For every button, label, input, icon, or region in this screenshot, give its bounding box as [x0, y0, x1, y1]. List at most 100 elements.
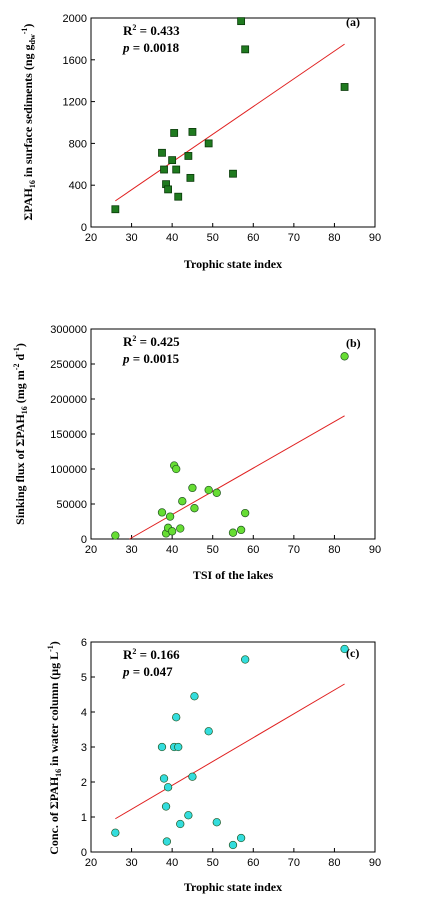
data-point-c-7: [172, 713, 181, 722]
data-point-c-10: [184, 811, 193, 820]
data-point-c-2: [159, 774, 169, 783]
x-tick-label-c-3: 50: [207, 857, 219, 869]
y-tick-label-c-2: 2: [81, 777, 87, 789]
panel-label-b: (b): [346, 336, 361, 350]
data-point-b-11: [190, 504, 199, 513]
x-tick-label-c-4: 60: [247, 857, 259, 869]
data-point-b-17: [340, 352, 349, 361]
x-tick-label-c-2: 40: [166, 857, 178, 869]
y-tick-label-b-1: 50000: [56, 499, 87, 511]
regression-line-c: [115, 683, 345, 820]
y-tick-label-a-4: 1600: [63, 55, 87, 67]
data-point-a-4: [164, 185, 172, 194]
data-point-a-14: [237, 17, 246, 26]
data-point-c-15: [228, 840, 238, 850]
y-tick-label-c-5: 5: [81, 672, 87, 684]
data-point-b-0: [111, 531, 120, 540]
data-point-a-15: [241, 45, 250, 54]
x-tick-label-a-1: 30: [125, 232, 137, 244]
y-axis-label-c: Conc. of ΣPAH16 in water column (μg L-1): [46, 641, 63, 855]
x-axis-label-a: Trophic state index: [184, 257, 282, 271]
y-tick-label-c-0: 0: [81, 847, 87, 859]
x-tick-label-b-4: 60: [247, 544, 259, 556]
x-tick-label-b-3: 50: [207, 544, 219, 556]
x-tick-label-c-5: 70: [288, 857, 300, 869]
y-tick-label-a-1: 400: [69, 180, 87, 192]
y-tick-label-a-0: 0: [81, 222, 87, 234]
data-points-b: [111, 352, 349, 540]
data-point-a-1: [158, 148, 166, 157]
data-point-a-7: [172, 165, 181, 174]
x-tick-label-a-3: 50: [207, 232, 219, 244]
data-point-a-6: [170, 129, 179, 137]
y-tick-label-b-6: 300000: [50, 324, 87, 336]
x-tick-label-a-4: 60: [247, 232, 259, 244]
data-point-b-14: [228, 528, 238, 537]
axis-ticks-a: 20 30 40 50 60 70 80 90 0 400 800 1200 1600 2000: [63, 13, 382, 244]
data-points-a: [111, 17, 349, 214]
r2-text-a: R2 = 0.433: [123, 23, 180, 38]
data-point-a-11: [188, 128, 197, 136]
data-point-c-13: [204, 727, 213, 736]
data-point-b-1: [157, 508, 167, 517]
panel-a: 20 30 40 50 60 70 80 90 0 400 800 1200 1600 2000 R2 =…: [20, 13, 381, 271]
r2-text-c: R2 = 0.166: [123, 647, 180, 662]
data-point-c-5: [163, 783, 173, 792]
x-tick-label-b-7: 90: [369, 544, 381, 556]
y-tick-label-b-3: 150000: [50, 429, 87, 441]
y-axis-label-a: ΣPAH16 in surface sediments (ng gdw-1): [20, 24, 37, 221]
y-tick-label-c-1: 1: [81, 812, 87, 824]
r2-text-b: R2 = 0.425: [123, 334, 180, 349]
data-point-b-12: [204, 485, 213, 495]
x-tick-label-a-7: 90: [369, 232, 381, 244]
y-tick-label-a-3: 1200: [63, 97, 87, 109]
x-tick-label-b-0: 20: [85, 544, 97, 556]
data-point-b-15: [236, 525, 246, 535]
x-tick-label-b-1: 30: [125, 544, 137, 556]
p-text-c: p = 0.047: [122, 664, 173, 679]
data-point-c-12: [190, 692, 199, 701]
x-tick-label-c-1: 30: [125, 857, 137, 869]
fit-line-a: [115, 43, 345, 202]
panel-label-c: (c): [346, 646, 359, 660]
data-point-a-12: [204, 139, 213, 148]
y-tick-label-c-4: 4: [81, 707, 87, 719]
y-tick-label-b-0: 0: [81, 534, 87, 546]
x-tick-label-b-2: 40: [166, 544, 178, 556]
data-point-a-5: [168, 156, 177, 165]
fit-line-b: [129, 415, 345, 540]
panel-c: 20 30 40 50 60 70 80 90 0 1 2 3 4 5 6 R2 = 0.166 p = 0…: [46, 637, 381, 894]
x-tick-label-b-5: 70: [288, 544, 300, 556]
data-point-b-5: [167, 527, 177, 536]
y-tick-label-a-5: 2000: [63, 13, 87, 25]
data-point-b-8: [176, 524, 185, 533]
x-tick-label-a-0: 20: [85, 232, 97, 244]
data-point-a-8: [174, 192, 183, 201]
data-point-c-4: [162, 837, 172, 846]
x-tick-label-c-0: 20: [85, 857, 97, 869]
data-point-c-8: [174, 742, 183, 752]
data-point-c-0: [111, 828, 120, 837]
x-axis-label-b: TSI of the lakes: [193, 568, 274, 582]
panel-b: 20 30 40 50 60 70 80 90 0 50000 100000 150000 200000…: [12, 324, 381, 582]
data-point-c-18: [340, 644, 349, 654]
data-point-c-17: [241, 655, 250, 664]
p-text-a: p = 0.0018: [122, 40, 180, 55]
data-point-c-9: [176, 819, 185, 829]
data-point-b-4: [165, 512, 175, 521]
data-points-c: [111, 644, 349, 850]
fit-line-c: [115, 683, 345, 820]
x-tick-label-c-7: 90: [369, 857, 381, 869]
data-point-b-10: [188, 483, 197, 493]
x-axis-label-c: Trophic state index: [184, 880, 282, 894]
y-tick-label-b-2: 100000: [50, 464, 87, 476]
x-tick-label-b-6: 80: [328, 544, 340, 556]
x-tick-label-a-5: 70: [288, 232, 300, 244]
y-tick-label-a-2: 800: [69, 138, 87, 150]
y-tick-label-b-4: 200000: [50, 394, 87, 406]
data-point-a-0: [111, 205, 120, 214]
y-tick-label-c-3: 3: [81, 742, 87, 754]
data-point-a-2: [160, 165, 168, 174]
data-point-a-16: [340, 83, 349, 91]
